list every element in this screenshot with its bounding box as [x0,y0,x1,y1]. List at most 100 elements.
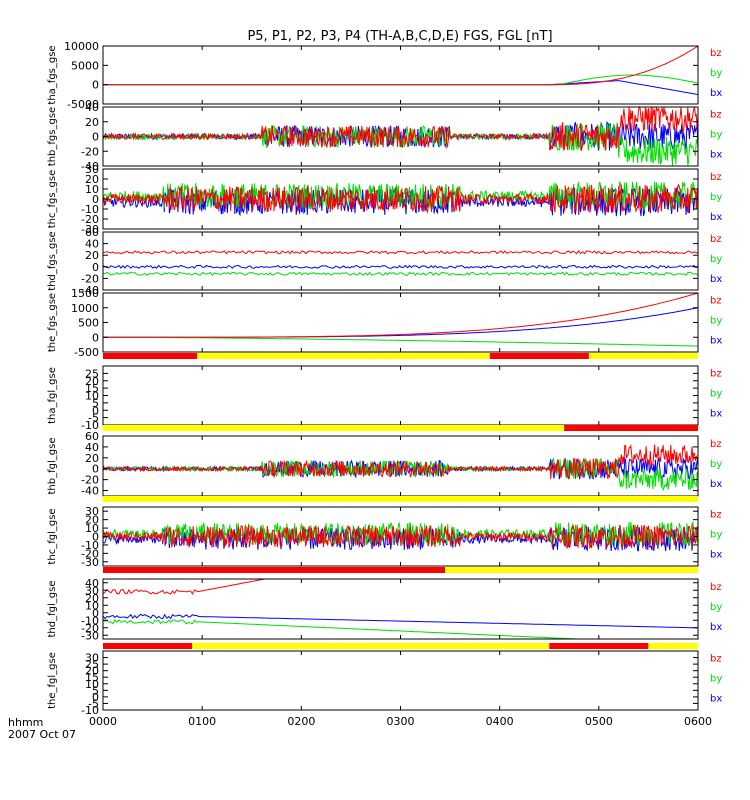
series-bz [102,443,699,480]
panel-thb_fgs_gse: -40 -200 20 40 thb_fgs_gse bz by bx [47,101,722,173]
y-tick-label: 10 [85,599,99,612]
y-tick-label: 0 [92,193,99,206]
legend-by: by [710,459,722,470]
mode-bar-segment [103,353,198,359]
legend-bx: bx [710,336,722,347]
x-tick-label: 0400 [486,715,514,728]
panel-frame [102,292,699,353]
legend-bz: bz [710,234,722,245]
y-tick-label: 60 [85,430,99,443]
y-tick-label: 20 [85,452,99,465]
y-tick-label: -5 [88,697,99,710]
y-tick-label: 60 [85,226,99,239]
y-tick-label: 20 [85,665,99,678]
y-tick-label: -20 [81,272,99,285]
y-tick-label: 20 [85,592,99,605]
y-axis-label: thd_fgs_gse [47,231,58,290]
series-by [102,271,699,277]
y-tick-label: 5 [92,397,99,410]
series-bx [102,613,699,629]
y-axis-label: thb_fgl_gse [47,438,58,495]
y-tick-label: -30 [81,556,99,569]
x-tick-label: 0500 [585,715,613,728]
y-tick-label: 0 [92,531,99,544]
y-tick-label: 25 [85,367,99,380]
series-bz [103,45,699,86]
y-axis-label: thb_fgs_gse [47,107,58,166]
mode-bar-segment [103,496,698,502]
y-tick-label: 0 [92,404,99,417]
y-tick-label: 0 [92,261,99,274]
legend-bx: bx [710,694,722,705]
mode-bar-segment [648,643,698,649]
series-bx [103,80,699,95]
legend-bx: bx [710,409,722,420]
x-tick-label: 0000 [89,715,117,728]
y-tick-label: -20 [81,622,99,635]
series-bz [102,292,699,338]
y-axis-label: the_fgs_gse [47,293,58,352]
series-by [102,619,577,640]
y-tick-label: 0 [92,607,99,620]
legend-by: by [710,130,722,141]
y-tick-label: 0 [92,463,99,476]
y-tick-label: 20 [85,116,99,129]
y-tick-label: 20 [85,514,99,527]
legend-by: by [710,602,722,613]
y-tick-label: -10 [81,704,99,717]
y-tick-label: -40 [81,160,99,173]
y-tick-label: 10 [85,678,99,691]
legend-bz: bz [710,110,722,121]
y-tick-label: 20 [85,249,99,262]
x-axis-label-hhmm: hhmm [8,716,43,729]
y-tick-label: -10 [81,203,99,216]
y-tick-label: -20 [81,474,99,487]
panel-frame [102,45,699,105]
legend-bz: bz [710,582,722,593]
y-tick-label: 15 [85,382,99,395]
mode-bar-segment [103,425,565,431]
y-tick-label: 1500 [71,287,99,300]
legend-bz: bz [710,296,722,307]
mode-bar-segment [192,643,550,649]
y-tick-label: 15 [85,671,99,684]
legend-by: by [710,68,722,79]
y-tick-label: 10 [85,390,99,403]
legend-bz: bz [710,654,722,665]
mode-bar-segment [103,567,446,573]
y-axis-label: thd_fgl_gse [47,581,58,638]
y-tick-label: 30 [85,652,99,665]
legend-bz: bz [710,48,722,59]
y-tick-label: -30 [81,223,99,236]
y-tick-label: 0 [92,691,99,704]
legend-by: by [710,316,722,327]
y-tick-label: -40 [81,485,99,498]
y-tick-label: -20 [81,145,99,158]
series-bz [102,524,699,549]
panel-frame [102,231,699,291]
legend-bx: bx [710,550,722,561]
y-tick-label: -20 [81,547,99,560]
y-tick-label: -40 [81,284,99,297]
panel-tha_fgs_gse: -5000 0 5000 10000 tha_fgs_gse bz by bx [47,40,722,111]
legend-bz: bz [710,172,722,183]
y-tick-label: 20 [85,375,99,388]
panel-frame [102,578,699,640]
y-tick-label: -5000 [67,98,99,111]
legend-by: by [710,530,722,541]
y-axis-label: thc_fgl_gse [47,508,58,564]
y-tick-label: -10 [81,614,99,627]
y-tick-label: 30 [85,584,99,597]
y-tick-label: 40 [85,441,99,454]
legend-bx: bx [710,212,722,223]
series-by [103,336,698,347]
y-tick-label: 20 [85,173,99,186]
series-bz [102,183,699,214]
y-tick-label: 40 [85,238,99,251]
legend-bx: bx [710,274,722,285]
